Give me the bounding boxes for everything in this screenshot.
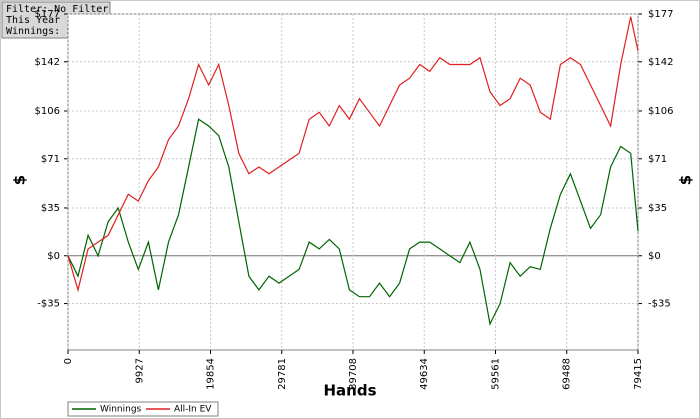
y2-tick-label: $71 <box>648 154 667 165</box>
series-line <box>67 118 639 326</box>
x-tick-label: 69488 <box>562 358 573 390</box>
y-tick-label: -$35 <box>37 299 60 310</box>
y2-tick-label: $177 <box>648 9 673 20</box>
y-tick-label: $35 <box>41 203 60 214</box>
info-text: Filter: No Filter <box>6 4 108 15</box>
y2-tick-label: $106 <box>648 106 673 117</box>
y-tick-label: $0 <box>47 251 60 262</box>
x-tick-label: 59561 <box>490 358 501 390</box>
x-tick-label: 29781 <box>277 358 288 390</box>
x-tick-label: 79415 <box>633 358 644 390</box>
info-text: Winnings: $20.32 <box>6 26 102 37</box>
y2-tick-label: $35 <box>648 203 667 214</box>
info-text: This Year <box>6 15 60 26</box>
y-tick-label: $177 <box>35 9 60 20</box>
y-tick-label: $142 <box>35 57 60 68</box>
y2-tick-label: $142 <box>648 57 673 68</box>
x-tick-label: 49634 <box>419 358 430 390</box>
y2-axis-title: $ <box>677 175 695 185</box>
x-tick-label: 0 <box>63 358 74 364</box>
legend-label: All-In EV <box>174 405 212 415</box>
y-tick-label: $71 <box>41 154 60 165</box>
legend-box <box>67 401 219 417</box>
legend-label: Winnings <box>100 405 142 415</box>
info-box: Filter: No Filter This Year Winnings: $2… <box>1 1 111 39</box>
x-tick-label: 39708 <box>348 358 359 390</box>
series-line <box>67 16 639 293</box>
x-tick-label: 19854 <box>206 358 217 390</box>
legend: Winnings All-In EV <box>67 401 219 417</box>
y2-tick-label: $0 <box>648 251 661 262</box>
x-tick-label: 9927 <box>134 358 145 383</box>
y-axis-title: $ <box>11 175 29 185</box>
y2-tick-label: -$35 <box>648 299 671 310</box>
y-tick-label: $106 <box>35 106 60 117</box>
x-axis-title: Hands <box>323 382 376 400</box>
